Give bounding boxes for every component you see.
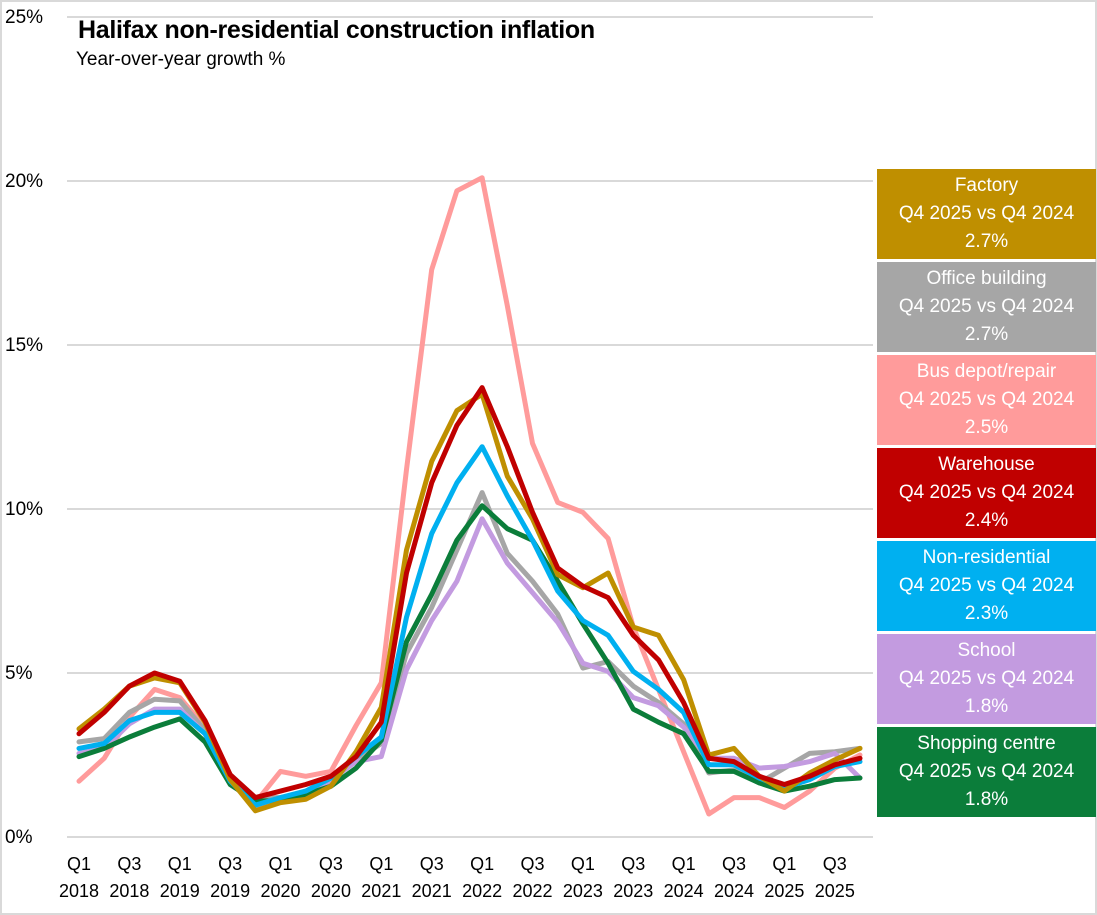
gridlines [67, 16, 873, 838]
x-tick-label-year: 2020 [311, 881, 351, 901]
series-line-office-building [76, 490, 863, 801]
legend-comparison: Q4 2025 vs Q4 2024 [898, 296, 1075, 317]
series-lines [76, 175, 863, 817]
x-tick-label-quarter: Q3 [420, 854, 444, 874]
legend-comparison: Q4 2025 vs Q4 2024 [898, 668, 1075, 689]
x-tick-label-quarter: Q1 [772, 854, 796, 874]
chart-subtitle: Year-over-year growth % [76, 49, 286, 70]
x-tick-label-quarter: Q3 [621, 854, 645, 874]
x-tick-label-quarter: Q3 [520, 854, 544, 874]
legend-label: Office building [926, 268, 1047, 289]
legend-value: 2.5% [964, 417, 1009, 438]
legend-label: Warehouse [938, 454, 1035, 475]
legend-item-factory: Factory Q4 2025 vs Q4 2024 2.7% [877, 169, 1096, 259]
series-line-factory [76, 391, 863, 814]
legend-item-office-building: Office building Q4 2025 vs Q4 2024 2.7% [877, 262, 1096, 352]
x-tick-label-quarter: Q3 [117, 854, 141, 874]
x-tick-label-year: 2023 [613, 881, 653, 901]
x-tick-label-year: 2025 [815, 881, 855, 901]
legend-item-warehouse: Warehouse Q4 2025 vs Q4 2024 2.4% [877, 448, 1096, 538]
x-tick-label-year: 2019 [160, 881, 200, 901]
y-tick-label: 25% [5, 7, 43, 28]
y-axis-ticks: 0% 5% 10% 15% 20% 25% [5, 7, 43, 848]
x-tick-label-quarter: Q1 [470, 854, 494, 874]
legend-comparison: Q4 2025 vs Q4 2024 [898, 389, 1075, 410]
legend-value: 2.3% [964, 603, 1009, 624]
legend-label: Shopping centre [917, 733, 1056, 754]
legend-value: 2.7% [964, 231, 1009, 252]
x-tick-label-year: 2024 [714, 881, 754, 901]
x-tick-label-year: 2018 [59, 881, 99, 901]
x-tick-label-quarter: Q3 [722, 854, 746, 874]
legend-item-bus-depot: Bus depot/repair Q4 2025 vs Q4 2024 2.5% [877, 355, 1096, 445]
x-tick-label-year: 2019 [210, 881, 250, 901]
x-tick-label-quarter: Q1 [571, 854, 595, 874]
legend-comparison: Q4 2025 vs Q4 2024 [898, 575, 1075, 596]
x-tick-label-year: 2025 [764, 881, 804, 901]
x-tick-label-year: 2022 [462, 881, 502, 901]
legend-label: Non-residential [922, 547, 1051, 568]
y-tick-label: 10% [5, 499, 43, 520]
series-line-non-residential [76, 444, 863, 808]
legend-item-school: School Q4 2025 vs Q4 2024 1.8% [877, 634, 1096, 724]
legend-value: 1.8% [964, 696, 1009, 717]
legend-item-shopping-centre: Shopping centre Q4 2025 vs Q4 2024 1.8% [877, 727, 1096, 817]
legend-value: 2.4% [964, 510, 1009, 531]
y-tick-label: 0% [5, 827, 33, 848]
x-tick-label-quarter: Q1 [369, 854, 393, 874]
x-tick-label-quarter: Q1 [269, 854, 293, 874]
y-tick-label: 20% [5, 171, 43, 192]
x-tick-label-year: 2022 [512, 881, 552, 901]
legend-value: 2.7% [964, 324, 1009, 345]
y-tick-label: 5% [5, 663, 33, 684]
legend-comparison: Q4 2025 vs Q4 2024 [898, 203, 1075, 224]
legend-comparison: Q4 2025 vs Q4 2024 [898, 482, 1075, 503]
x-axis-ticks: Q1 2018 Q3 2018 Q1 2019 Q3 2019 Q1 2020 Q3 2020 Q1 20… [59, 854, 855, 901]
x-tick-label-year: 2024 [664, 881, 704, 901]
legend-item-non-residential: Non-residential Q4 2025 vs Q4 2024 2.3% [877, 541, 1096, 631]
legend-comparison: Q4 2025 vs Q4 2024 [898, 761, 1075, 782]
y-tick-label: 15% [5, 335, 43, 356]
legend-label: School [957, 640, 1016, 661]
x-tick-label-quarter: Q1 [67, 854, 91, 874]
x-tick-label-quarter: Q3 [319, 854, 343, 874]
x-tick-label-quarter: Q3 [823, 854, 847, 874]
series-line-warehouse [76, 385, 863, 801]
x-tick-label-year: 2021 [361, 881, 401, 901]
x-tick-label-year: 2018 [109, 881, 149, 901]
x-tick-label-year: 2020 [261, 881, 301, 901]
series-line-shopping-centre [76, 503, 863, 804]
legend-value: 1.8% [964, 789, 1009, 810]
x-tick-label-year: 2021 [412, 881, 452, 901]
x-tick-label-year: 2023 [563, 881, 603, 901]
x-tick-label-quarter: Q1 [168, 854, 192, 874]
legend-label: Bus depot/repair [916, 361, 1057, 382]
x-tick-label-quarter: Q1 [672, 854, 696, 874]
x-tick-label-quarter: Q3 [218, 854, 242, 874]
chart-title: Halifax non-residential construction inf… [78, 16, 595, 44]
legend-label: Factory [954, 175, 1019, 196]
legend: Factory Q4 2025 vs Q4 2024 2.7% Office b… [877, 169, 1096, 820]
